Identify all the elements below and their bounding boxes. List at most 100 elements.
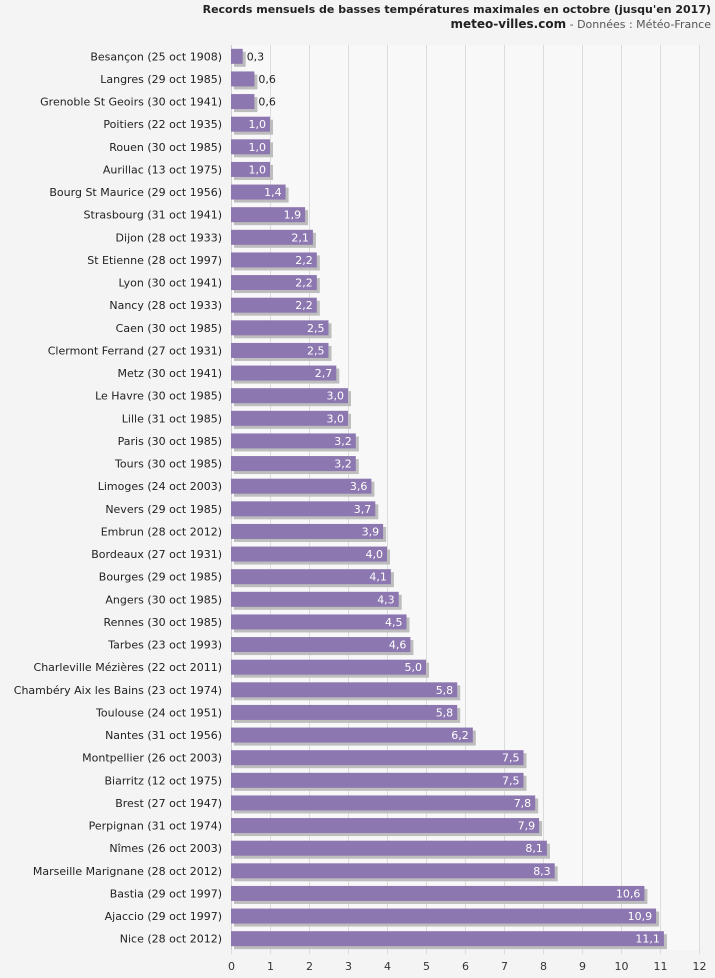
- bar: [231, 885, 645, 901]
- x-tick-label: 1: [267, 960, 274, 973]
- bar: [231, 931, 664, 947]
- x-tick-label: 10: [615, 960, 629, 973]
- bar: [231, 433, 356, 449]
- bar: [231, 546, 387, 562]
- bar: [231, 478, 372, 494]
- value-label: 2,2: [295, 277, 313, 290]
- bar: [231, 750, 524, 766]
- value-label: 6,2: [451, 729, 469, 742]
- x-tick-label: 4: [384, 960, 391, 973]
- x-tick-label: 8: [540, 960, 547, 973]
- bar: [231, 456, 356, 472]
- category-label: Marseille Marignane (28 oct 2012): [33, 865, 222, 878]
- bar: [231, 795, 536, 811]
- bar: [231, 94, 255, 110]
- category-label: Chambéry Aix les Bains (23 oct 1974): [14, 684, 222, 697]
- bar: [231, 682, 458, 698]
- category-label: Metz (30 oct 1941): [118, 367, 223, 380]
- category-label: Ajaccio (29 oct 1997): [105, 910, 222, 923]
- value-label: 1,0: [249, 141, 267, 154]
- value-label: 2,5: [307, 344, 325, 357]
- x-tick-label: 9: [579, 960, 586, 973]
- category-label: Caen (30 oct 1985): [116, 322, 222, 335]
- source-site-label: meteo-villes.com: [450, 17, 567, 31]
- bar: [231, 116, 270, 132]
- value-label: 8,3: [533, 865, 551, 878]
- category-label: Besançon (25 oct 1908): [90, 50, 222, 63]
- value-label: 5,0: [405, 661, 423, 674]
- bar: [231, 139, 270, 155]
- category-label: Tours (30 oct 1985): [114, 458, 222, 471]
- bar: [231, 275, 317, 291]
- value-label: 3,0: [327, 390, 345, 403]
- bar: [231, 410, 348, 426]
- category-label: Bourges (29 oct 1985): [99, 571, 222, 584]
- bar: [231, 659, 426, 675]
- value-label: 4,1: [369, 571, 387, 584]
- category-label: Aurillac (13 oct 1975): [103, 163, 222, 176]
- value-label: 3,6: [350, 480, 368, 493]
- category-label: Nancy (28 oct 1933): [109, 299, 222, 312]
- value-label: 0,6: [258, 96, 276, 109]
- value-label: 0,6: [258, 73, 276, 86]
- category-label: Toulouse (24 oct 1951): [95, 706, 222, 719]
- bar: [231, 727, 473, 743]
- bar: [231, 637, 411, 653]
- category-label: Strasbourg (31 oct 1941): [84, 209, 222, 222]
- x-tick-label: 6: [462, 960, 469, 973]
- category-label: Charleville Mézières (22 oct 2011): [34, 661, 222, 674]
- category-label: Le Havre (30 oct 1985): [95, 390, 222, 403]
- bar: [231, 71, 255, 87]
- bar: [231, 523, 384, 539]
- x-tick-label: 11: [654, 960, 668, 973]
- x-tick-label: 2: [306, 960, 313, 973]
- category-label: Grenoble St Geoirs (30 oct 1941): [40, 96, 222, 109]
- value-label: 1,9: [284, 209, 302, 222]
- category-label: Embrun (28 oct 2012): [101, 525, 222, 538]
- bar: [231, 388, 348, 404]
- category-label: Langres (29 oct 1985): [100, 73, 222, 86]
- value-label: 5,8: [436, 684, 454, 697]
- x-tick-label: 0: [228, 960, 235, 973]
- category-label: Angers (30 oct 1985): [105, 593, 222, 606]
- value-label: 7,9: [518, 820, 536, 833]
- value-label: 4,5: [385, 616, 403, 629]
- data-source-label: - Données : Météo-France: [566, 18, 711, 31]
- bar: [231, 207, 306, 223]
- value-label: 2,1: [291, 231, 309, 244]
- value-label: 1,0: [249, 118, 267, 131]
- value-label: 2,7: [315, 367, 333, 380]
- value-label: 10,6: [616, 887, 641, 900]
- category-label: Rouen (30 oct 1985): [109, 141, 222, 154]
- value-label: 1,4: [264, 186, 282, 199]
- chart-title: Records mensuels de basses températures …: [202, 3, 711, 16]
- category-label: Nantes (31 oct 1956): [105, 729, 222, 742]
- x-tick-label: 7: [501, 960, 508, 973]
- value-label: 8,1: [525, 842, 543, 855]
- value-label: 5,8: [436, 706, 454, 719]
- value-label: 11,1: [635, 933, 660, 946]
- bar: [231, 48, 243, 64]
- category-label: Dijon (28 oct 1933): [116, 231, 222, 244]
- value-label: 4,0: [366, 548, 384, 561]
- category-label: Nice (28 oct 2012): [120, 933, 222, 946]
- bar: [231, 252, 317, 268]
- bar: [231, 297, 317, 313]
- category-label: Bordeaux (27 oct 1931): [91, 548, 222, 561]
- value-label: 3,0: [327, 412, 345, 425]
- category-label: Nîmes (26 oct 2003): [109, 842, 222, 855]
- category-label: Brest (27 oct 1947): [115, 797, 222, 810]
- bar: [231, 818, 540, 834]
- bar: [231, 840, 547, 856]
- category-label: Limoges (24 oct 2003): [98, 480, 222, 493]
- bar: [231, 501, 376, 517]
- category-label: Paris (30 oct 1985): [118, 435, 222, 448]
- category-label: Biarritz (12 oct 1975): [105, 774, 223, 787]
- category-label: Rennes (30 oct 1985): [103, 616, 222, 629]
- category-label: Lille (31 oct 1985): [122, 412, 222, 425]
- bar: [231, 614, 407, 630]
- value-label: 10,9: [628, 910, 653, 923]
- bar: [231, 161, 270, 177]
- value-label: 4,6: [389, 639, 407, 652]
